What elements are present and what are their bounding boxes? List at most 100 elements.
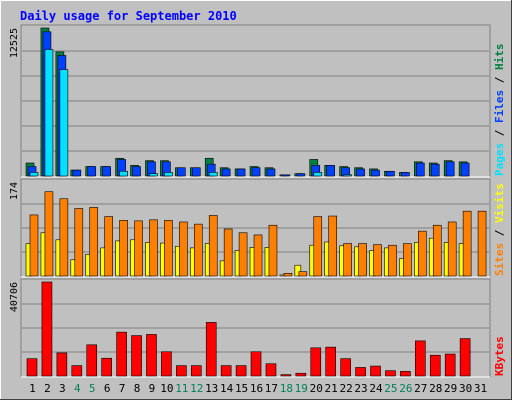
bar-sites-day-3 [59,198,69,277]
bar-files-day-14 [221,168,231,177]
bar-kbytes-day-10 [161,351,172,377]
bar-kbytes-day-29 [444,353,456,377]
x-tick-label-day-12: 12 [190,382,203,395]
bar-kbytes-day-6 [101,357,112,377]
x-tick-label-day-22: 22 [339,382,352,395]
bar-kbytes-day-30 [459,338,471,377]
chart-panels: 12525 Pages / Files / Hits 174 Sites / Visi… [9,24,506,378]
bar-kbytes-day-19 [295,372,307,377]
bar-sites-day-6 [104,216,113,277]
bar-sites-day-7 [119,220,128,277]
bar-kbytes-day-5 [86,344,98,377]
bar-files-day-16 [251,167,261,177]
bar-files-day-25 [386,170,395,177]
legend-pages: Pages [493,143,506,176]
x-tick-label-day-31: 31 [474,382,487,395]
bar-sites-day-23 [358,243,367,277]
bar-pages-day-22 [343,174,352,177]
legend-files: Files [493,90,506,123]
legend-sites: Sites [493,243,506,276]
x-tick-label-day-16: 16 [250,382,263,395]
legend-separator: / [493,123,506,143]
x-tick-label-day-3: 3 [59,382,66,395]
x-tick-label-day-26: 26 [399,382,412,395]
bar-kbytes-day-25 [385,370,396,377]
bar-files-day-24 [371,169,380,177]
bar-sites-day-9 [149,219,158,277]
x-tick-label-day-18: 18 [280,382,293,395]
y-max-label-visitors: 174 [9,182,20,200]
bar-sites-day-31 [477,210,487,277]
bar-sites-day-10 [164,220,173,277]
bar-pages-day-7 [119,170,128,177]
x-tick-label-day-1: 1 [29,382,36,395]
y-max-label-requests: 12525 [9,28,20,58]
x-tick-label-day-29: 29 [444,382,457,395]
legend-visits: Visits [493,183,506,223]
bar-pages-day-9 [149,173,158,177]
x-tick-label-day-15: 15 [235,382,248,395]
bar-files-day-15 [236,168,246,177]
bar-sites-day-29 [447,221,457,277]
bar-files-day-4 [72,169,82,177]
bar-kbytes-day-13 [205,322,217,377]
bar-sites-day-2 [44,191,54,277]
panel-kbytes: 40706 KBytes [9,278,506,378]
bar-sites-day-22 [343,243,352,277]
bar-files-day-17 [266,168,276,177]
bar-files-day-8 [132,166,141,177]
bar-sites-day-11 [179,221,188,277]
bar-files-day-12 [191,167,201,177]
x-tick-label-day-23: 23 [354,382,367,395]
bar-kbytes-day-21 [325,346,337,377]
bar-sites-day-5 [89,207,99,277]
bar-files-day-23 [356,168,365,177]
bar-sites-day-28 [432,224,442,277]
bar-sites-day-21 [328,215,338,277]
bar-sites-day-15 [238,232,248,277]
bar-pages-day-10 [164,172,173,177]
bar-sites-day-30 [462,210,472,277]
bar-sites-day-27 [418,230,427,277]
bar-visits-day-19 [294,264,302,277]
bar-kbytes-day-11 [176,365,187,377]
x-tick-label-day-21: 21 [325,382,338,395]
bar-kbytes-day-12 [190,365,202,377]
x-tick-label-day-6: 6 [104,382,111,395]
bar-files-day-19 [296,173,306,177]
bar-files-day-6 [102,166,111,177]
x-tick-label-day-4: 4 [74,382,81,395]
x-tick-label-day-28: 28 [429,382,442,395]
bar-pages-day-13 [208,172,218,177]
bar-sites-day-26 [403,243,412,277]
bar-kbytes-day-8 [131,335,142,377]
bar-files-day-27 [416,162,425,177]
bar-sites-day-20 [313,216,323,277]
bar-kbytes-day-15 [235,365,247,377]
x-tick-label-day-9: 9 [149,382,156,395]
legend-visitors: Sites / Visits [493,183,506,276]
bar-kbytes-day-20 [310,347,322,377]
bar-kbytes-day-22 [340,358,351,377]
bar-kbytes-day-9 [146,334,157,377]
bar-kbytes-day-24 [370,365,381,377]
bar-sites-day-12 [193,223,203,277]
legend-separator: / [493,223,506,243]
x-tick-label-day-14: 14 [220,382,234,395]
bar-kbytes-day-16 [250,351,262,377]
bar-pages-day-2 [44,49,54,177]
panel-requests: 12525 Pages / Files / Hits [9,24,506,178]
x-tick-label-day-27: 27 [414,382,427,395]
bar-kbytes-day-3 [56,352,68,377]
legend-kbytes: KBytes [493,336,506,376]
bar-kbytes-day-28 [429,354,441,377]
legend-separator: / [493,70,506,90]
x-tick-label-day-24: 24 [369,382,383,395]
bar-sites-day-19 [298,271,308,277]
bar-sites-day-25 [388,244,397,277]
x-tick-label-day-10: 10 [160,382,173,395]
bar-sites-day-17 [268,224,278,277]
chart-title: Daily usage for September 2010 [20,9,237,23]
x-tick-label-day-7: 7 [119,382,126,395]
x-axis-labels: 1 2 3 4 5 6 7 8 9 10 11 12 13 14 15 16 17 18 19 20 21 22 23 24 2… [29,382,487,395]
